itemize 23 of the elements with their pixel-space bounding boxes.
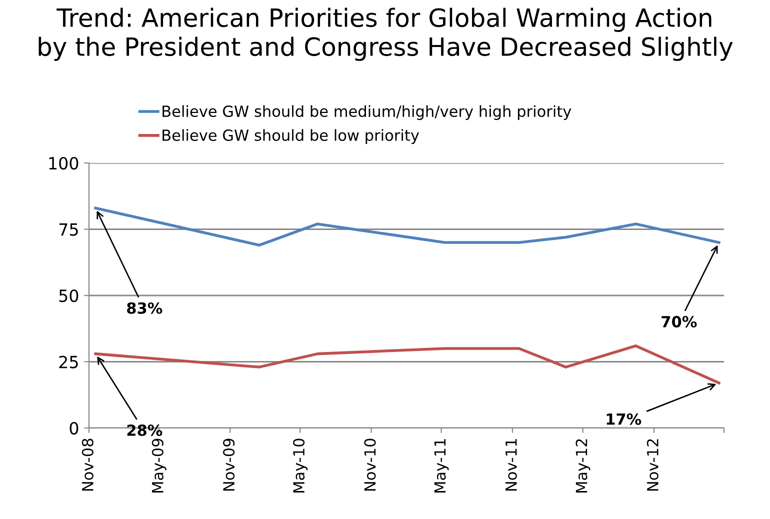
y-tick-label: 0 (70, 422, 78, 435)
x-tick-label: May-11 (434, 439, 449, 492)
annotation: 70% (662, 316, 697, 328)
x-tick-label: Nov-10 (364, 438, 376, 491)
x-tick-label: Nov-09 (223, 438, 235, 491)
line-series (94, 206, 720, 247)
annotation: 83% (127, 302, 162, 314)
x-tick-label: May-10 (293, 438, 308, 492)
chart-title: Trend: American Priorities for Global Warming Action by the President and Congress Have Decreased Slightly (38, 8, 733, 61)
line-series (94, 344, 720, 384)
x-tick-label: Nov-11 (506, 439, 517, 491)
x-tick-label: May-09 (152, 438, 166, 492)
x-tick-label: Nov-12 (646, 439, 658, 491)
y-tick-label: 50 (59, 289, 78, 302)
y-tick-label: 25 (59, 356, 78, 368)
y-tick-label: 75 (59, 223, 78, 236)
annotation: 17% (606, 413, 642, 425)
legend-label: Believe GW should be medium/high/very high priority (162, 105, 572, 120)
annotation: 28% (127, 424, 162, 436)
x-tick-label: Nov-08 (82, 438, 94, 491)
y-tick-label: 100 (49, 156, 78, 170)
x-tick-label: May-12 (576, 439, 590, 492)
legend-label: Believe GW should be low priority (162, 129, 420, 144)
